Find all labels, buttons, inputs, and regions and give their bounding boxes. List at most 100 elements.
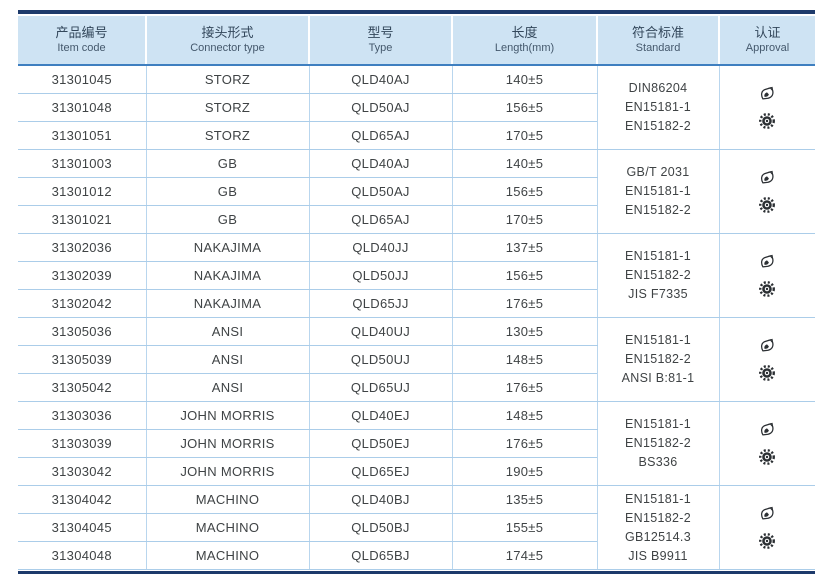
- standard-line: ANSI B:81-1: [621, 371, 695, 385]
- spec-table: 产品编号 Item code 接头形式 Connector type 型号 Ty…: [18, 16, 815, 570]
- connector-type-cell: STORZ: [145, 65, 309, 94]
- approval-icon-stack: [722, 253, 814, 298]
- item-code-cell: 31304045: [18, 513, 146, 542]
- standard-cell: EN15181-1 EN15182-2 JIS F7335: [596, 233, 719, 318]
- standard-line: JIS F7335: [628, 287, 688, 301]
- item-code-cell: 31301012: [18, 177, 146, 206]
- length-cell: 140±5: [451, 65, 597, 94]
- item-code-cell: 31303039: [18, 429, 146, 458]
- standard-line: EN15181-1: [625, 100, 691, 114]
- standard-line: EN15182-2: [625, 436, 691, 450]
- approval-cell: [718, 401, 815, 486]
- length-cell: 176±5: [451, 429, 597, 458]
- type-cell: QLD40JJ: [308, 233, 452, 262]
- standard-line: EN15181-1: [625, 417, 691, 431]
- type-cell: QLD65AJ: [308, 205, 452, 234]
- item-code-cell: 31301021: [18, 205, 146, 234]
- certification-mark-icon: [758, 169, 776, 187]
- approval-icon-stack: [722, 421, 814, 466]
- connector-type-cell: NAKAJIMA: [145, 289, 309, 318]
- type-cell: QLD50UJ: [308, 345, 452, 374]
- item-code-cell: 31301048: [18, 93, 146, 122]
- standard-line: EN15182-2: [625, 268, 691, 282]
- header-type-en: Type: [368, 42, 393, 54]
- length-cell: 135±5: [451, 485, 597, 514]
- connector-type-cell: MACHINO: [145, 513, 309, 542]
- type-cell: QLD50BJ: [308, 513, 452, 542]
- length-cell: 130±5: [451, 317, 597, 346]
- type-cell: QLD65EJ: [308, 457, 452, 486]
- standard-line: EN15182-2: [625, 119, 691, 133]
- table-row: 31301048 STORZ QLD50AJ 156±5: [18, 93, 815, 122]
- header-length-en: Length(mm): [494, 42, 555, 54]
- wheelmark-icon: [758, 448, 776, 466]
- table-header: 产品编号 Item code 接头形式 Connector type 型号 Ty…: [18, 16, 815, 66]
- item-code-cell: 31301003: [18, 149, 146, 178]
- table-bottom-border: [18, 571, 815, 574]
- standard-line: EN15181-1: [625, 249, 691, 263]
- approval-icon-stack: [722, 169, 814, 214]
- table-row: 31301045 STORZ QLD40AJ 140±5 DIN86204 EN15181…: [18, 65, 815, 150]
- certification-mark-icon: [758, 85, 776, 103]
- approval-cell: [718, 317, 815, 402]
- length-cell: 174±5: [451, 541, 597, 570]
- standard-line: EN15181-1: [625, 491, 691, 506]
- item-code-cell: 31303036: [18, 401, 146, 430]
- standard-cell: EN15181-1 EN15182-2 ANSI B:81-1: [596, 317, 719, 402]
- approval-icon-stack: [722, 85, 814, 130]
- standard-line: EN15182-2: [625, 203, 691, 217]
- length-cell: 155±5: [451, 513, 597, 542]
- table-row: 31303039 JOHN MORRIS QLD50EJ 176±5: [18, 429, 815, 458]
- wheelmark-icon: [758, 532, 776, 550]
- standard-line: GB/T 2031: [626, 165, 690, 179]
- header-type: 型号 Type: [308, 16, 452, 66]
- type-cell: QLD40UJ: [308, 317, 452, 346]
- item-code-cell: 31302039: [18, 261, 146, 290]
- approval-icon-stack: [722, 337, 814, 382]
- connector-type-cell: MACHINO: [145, 485, 309, 514]
- connector-type-cell: JOHN MORRIS: [145, 457, 309, 486]
- header-length: 长度 Length(mm): [451, 16, 597, 66]
- standard-line: EN15181-1: [625, 333, 691, 347]
- table-row: 31301021 GB QLD65AJ 170±5: [18, 205, 815, 234]
- type-cell: QLD40BJ: [308, 485, 452, 514]
- certification-mark-icon: [758, 253, 776, 271]
- length-cell: 170±5: [451, 205, 597, 234]
- table-row: 31302036 NAKAJIMA QLD40JJ 137±5 EN15181-1 EN1…: [18, 233, 815, 318]
- header-approval: 认证 Approval: [718, 16, 815, 66]
- table-row: 31304048 MACHINO QLD65BJ 174±5: [18, 541, 815, 570]
- connector-type-cell: GB: [145, 177, 309, 206]
- standard-line: EN15182-2: [625, 510, 691, 525]
- type-cell: QLD50AJ: [308, 93, 452, 122]
- header-item-code: 产品编号 Item code: [18, 16, 146, 66]
- approval-cell: [718, 149, 815, 234]
- header-row: 产品编号 Item code 接头形式 Connector type 型号 Ty…: [18, 16, 815, 66]
- type-cell: QLD50JJ: [308, 261, 452, 290]
- standard-line: EN15182-2: [625, 352, 691, 366]
- standard-line: GB12514.3: [625, 529, 691, 544]
- type-cell: QLD65AJ: [308, 121, 452, 150]
- item-code-cell: 31301045: [18, 65, 146, 94]
- table-row: 31301012 GB QLD50AJ 156±5: [18, 177, 815, 206]
- item-code-cell: 31304042: [18, 485, 146, 514]
- standard-line: EN15181-1: [625, 184, 691, 198]
- header-standard-en: Standard: [635, 42, 681, 54]
- standard-cell: GB/T 2031 EN15181-1 EN15182-2: [596, 149, 719, 234]
- connector-type-cell: GB: [145, 149, 309, 178]
- header-item-code-en: Item code: [57, 42, 106, 54]
- connector-type-cell: JOHN MORRIS: [145, 401, 309, 430]
- item-code-cell: 31305042: [18, 373, 146, 402]
- item-code-cell: 31301051: [18, 121, 146, 150]
- header-type-zh: 型号: [367, 25, 394, 40]
- item-code-cell: 31302036: [18, 233, 146, 262]
- length-cell: 156±5: [451, 93, 597, 122]
- standard-line: DIN86204: [628, 81, 688, 95]
- length-cell: 190±5: [451, 457, 597, 486]
- standard-cell: EN15181-1 EN15182-2 BS336: [596, 401, 719, 486]
- connector-type-cell: GB: [145, 205, 309, 234]
- header-approval-en: Approval: [745, 42, 790, 54]
- table-row: 31303036 JOHN MORRIS QLD40EJ 148±5 EN15181-1…: [18, 401, 815, 486]
- certification-mark-icon: [758, 505, 776, 523]
- type-cell: QLD65JJ: [308, 289, 452, 318]
- table-row: 31305039 ANSI QLD50UJ 148±5: [18, 345, 815, 374]
